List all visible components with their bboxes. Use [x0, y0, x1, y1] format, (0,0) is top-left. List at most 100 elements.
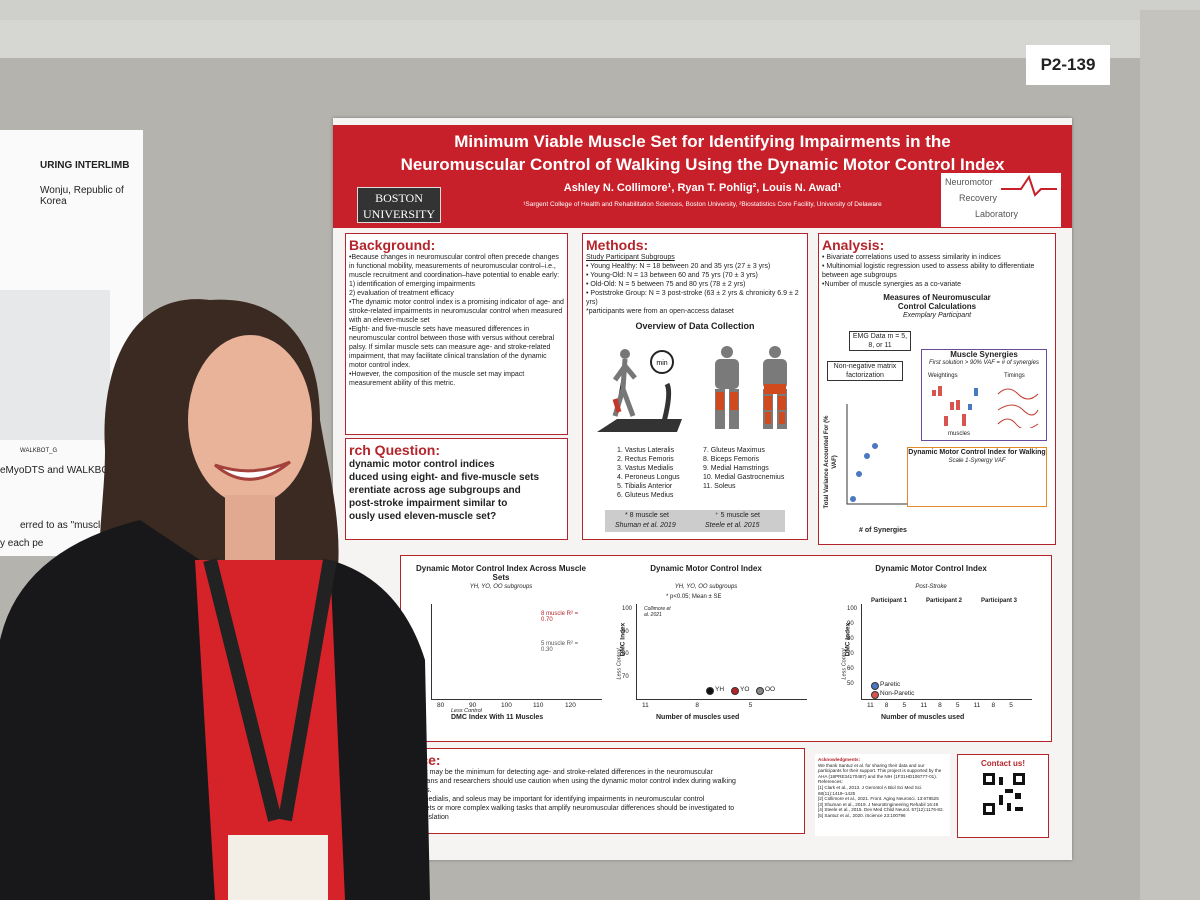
text-line: duced using eight- and five-muscle sets — [349, 472, 540, 483]
poster: Minimum Viable Muscle Set for Identifyin… — [333, 118, 1072, 860]
text-line: 1. Vastus Lateralis — [617, 447, 675, 454]
text: Steele et al. 2015 — [705, 522, 760, 529]
heading: Methods: — [586, 237, 649, 253]
text-line: 1) identification of emerging impairment… — [349, 281, 476, 288]
legend-label: Paretic — [880, 681, 901, 688]
text-line: •The dynamic motor control index is a pr… — [349, 299, 564, 324]
poster-header: Minimum Viable Muscle Set for Identifyin… — [333, 125, 1072, 228]
legend-label: YO — [740, 686, 750, 693]
text-line: 5. Tibialis Anterior — [617, 483, 673, 490]
x-tick-label: 120 — [565, 702, 576, 709]
text-line: •Eight- and five-muscle sets have measur… — [349, 326, 555, 369]
text: * 8 muscle set — [625, 512, 669, 519]
person — [0, 299, 430, 900]
legend-label: Non-Paretic — [880, 690, 915, 697]
x-tick-label: 8 — [884, 702, 889, 709]
text-line: [2] Collimore et al., 2021. Front. Aging… — [818, 796, 939, 802]
text-line: 2. Rectus Femoris — [617, 456, 674, 463]
text-line: •Because changes in neuromuscular contro… — [349, 254, 560, 279]
text-block: scle set may be the minimum for detectin… — [404, 768, 801, 822]
x-axis-label: Number of muscles used — [881, 714, 965, 721]
authors: Ashley N. Collimore¹, Ryan T. Pohlig², L… — [563, 182, 842, 194]
text: WALKBOT_G — [20, 448, 58, 454]
note: Scale 1-Synergy VAF — [948, 458, 1006, 464]
board-frame — [1140, 10, 1200, 900]
text-line: 11. Soleus — [703, 483, 736, 490]
label: Timings — [1004, 373, 1025, 379]
figure-subtitle: Post-Stroke — [915, 584, 947, 590]
analysis-box: Analysis: • Bivariate correlations used … — [818, 233, 1056, 545]
panel-label: Participant 1 — [871, 598, 908, 604]
axis-arrow: Less Control — [451, 708, 482, 714]
text-line: •Number of muscle synergies as a co-vari… — [822, 281, 962, 288]
lab-logo: Neuromotor Recovery Laboratory — [941, 173, 1061, 227]
text-line: 6. Gluteus Medius — [617, 492, 674, 499]
subheading: Study Participant Subgroups — [586, 254, 675, 261]
heading: rch Question: — [349, 442, 441, 458]
axis-label: Total Variance Accounted For (% VAF) — [824, 415, 838, 509]
lab-wave — [1001, 175, 1057, 197]
text-line: *participants were from an open-access d… — [586, 308, 734, 315]
text: Shuman et al. 2019 — [615, 522, 676, 529]
x-tick-label: 5 — [748, 702, 753, 709]
panel-label: Participant 3 — [981, 598, 1018, 604]
y-tick-label: 90 — [622, 628, 629, 635]
x-tick-label: 5 — [1009, 702, 1013, 709]
muscle-list: 1. Vastus Lateralis 2. Rectus Femoris 3. V… — [617, 446, 680, 500]
x-tick-label: 5 — [955, 702, 960, 709]
legend-swatch — [706, 687, 714, 695]
text-block: We thank Santuz et al. for sharing their… — [818, 763, 947, 819]
x-tick-label: 90 — [469, 702, 477, 709]
text-line: uscle sets or more complex walking tasks… — [404, 805, 735, 812]
university-logo: BOSTON UNIVERSITY — [357, 187, 441, 223]
text-line: 8. Biceps Femoris — [703, 456, 760, 463]
x-tick-label: 11 — [973, 702, 981, 709]
figure-title: Dynamic Motor Control Index — [875, 564, 987, 573]
figure-subtitle: YH, YO, OO subgroups — [469, 584, 533, 590]
flow-box: Non-negative matrix factorization — [827, 361, 903, 381]
text-line: • Multinomial logistic regression used t… — [822, 263, 1035, 279]
text-line: • Young Healthy: N = 18 between 20 and 3… — [586, 263, 771, 270]
set-legend: * 8 muscle set ⁺ 5 muscle set Shuman et … — [605, 510, 785, 532]
text: erred to as "muscle — [20, 520, 106, 531]
text-line: [4] Steele et al., 2015. Dev Med Child N… — [818, 807, 944, 813]
axis-label: # of Synergies — [859, 527, 907, 534]
flow-box: EMG Data m = 5, 8, or 11 — [849, 331, 911, 351]
x-tick-label: 11 — [642, 702, 649, 709]
x-tick-label: 80 — [437, 702, 445, 709]
text-line: post-stroke impairment similar to — [349, 498, 508, 509]
text-line: ously used eleven-muscle set? — [349, 511, 497, 522]
y-tick-label: 60 — [847, 666, 854, 672]
text-block: • Young Healthy: N = 18 between 20 and 3… — [586, 262, 804, 316]
device-photo — [0, 290, 110, 440]
text: ⁺ 5 muscle set — [715, 512, 760, 519]
y-tick-label: 90 — [847, 621, 854, 627]
lab-name: Recovery — [959, 193, 998, 203]
heading: Muscle Synergies — [950, 350, 1018, 359]
annotation: 8 muscle R² = 0.70 — [541, 611, 579, 623]
y-tick-label: 100 — [622, 606, 633, 612]
text-line: [5] Santuz et al., 2020. iScience 23:100… — [818, 812, 906, 818]
x-tick-label: 8 — [695, 702, 699, 709]
heading: Background: — [349, 237, 436, 253]
text-line: dynamic motor control indices — [349, 459, 495, 470]
title: Neuromuscular Control of Walking Using t… — [400, 155, 1005, 174]
synergy-plots — [932, 386, 1039, 428]
text-line: • Poststroke Group: N = 3 post-stroke (6… — [586, 290, 799, 306]
subheading: Measures of Neuromuscular Control Calcul… — [883, 293, 991, 311]
x-tick-label: 8 — [991, 702, 996, 709]
legend-swatch — [756, 687, 764, 695]
text: URING INTERLIMB — [40, 160, 130, 171]
timer-label: min — [656, 360, 667, 367]
annotation: * p<0.05; Mean ± SE — [666, 594, 722, 600]
panel-label: Participant 2 — [926, 598, 963, 604]
text-line: 3. Vastus Medialis — [617, 465, 674, 472]
heading: Acknowledgments: — [818, 757, 861, 762]
board-label: P2-139 — [1026, 45, 1110, 85]
text-line: •However, the composition of the muscle … — [349, 371, 525, 387]
affiliations: ¹Sargent College of Health and Rehabilit… — [523, 201, 882, 208]
x-axis-label: DMC Index With 11 Muscles — [451, 714, 544, 721]
plot-area — [431, 604, 602, 700]
plot-area — [861, 604, 1032, 700]
